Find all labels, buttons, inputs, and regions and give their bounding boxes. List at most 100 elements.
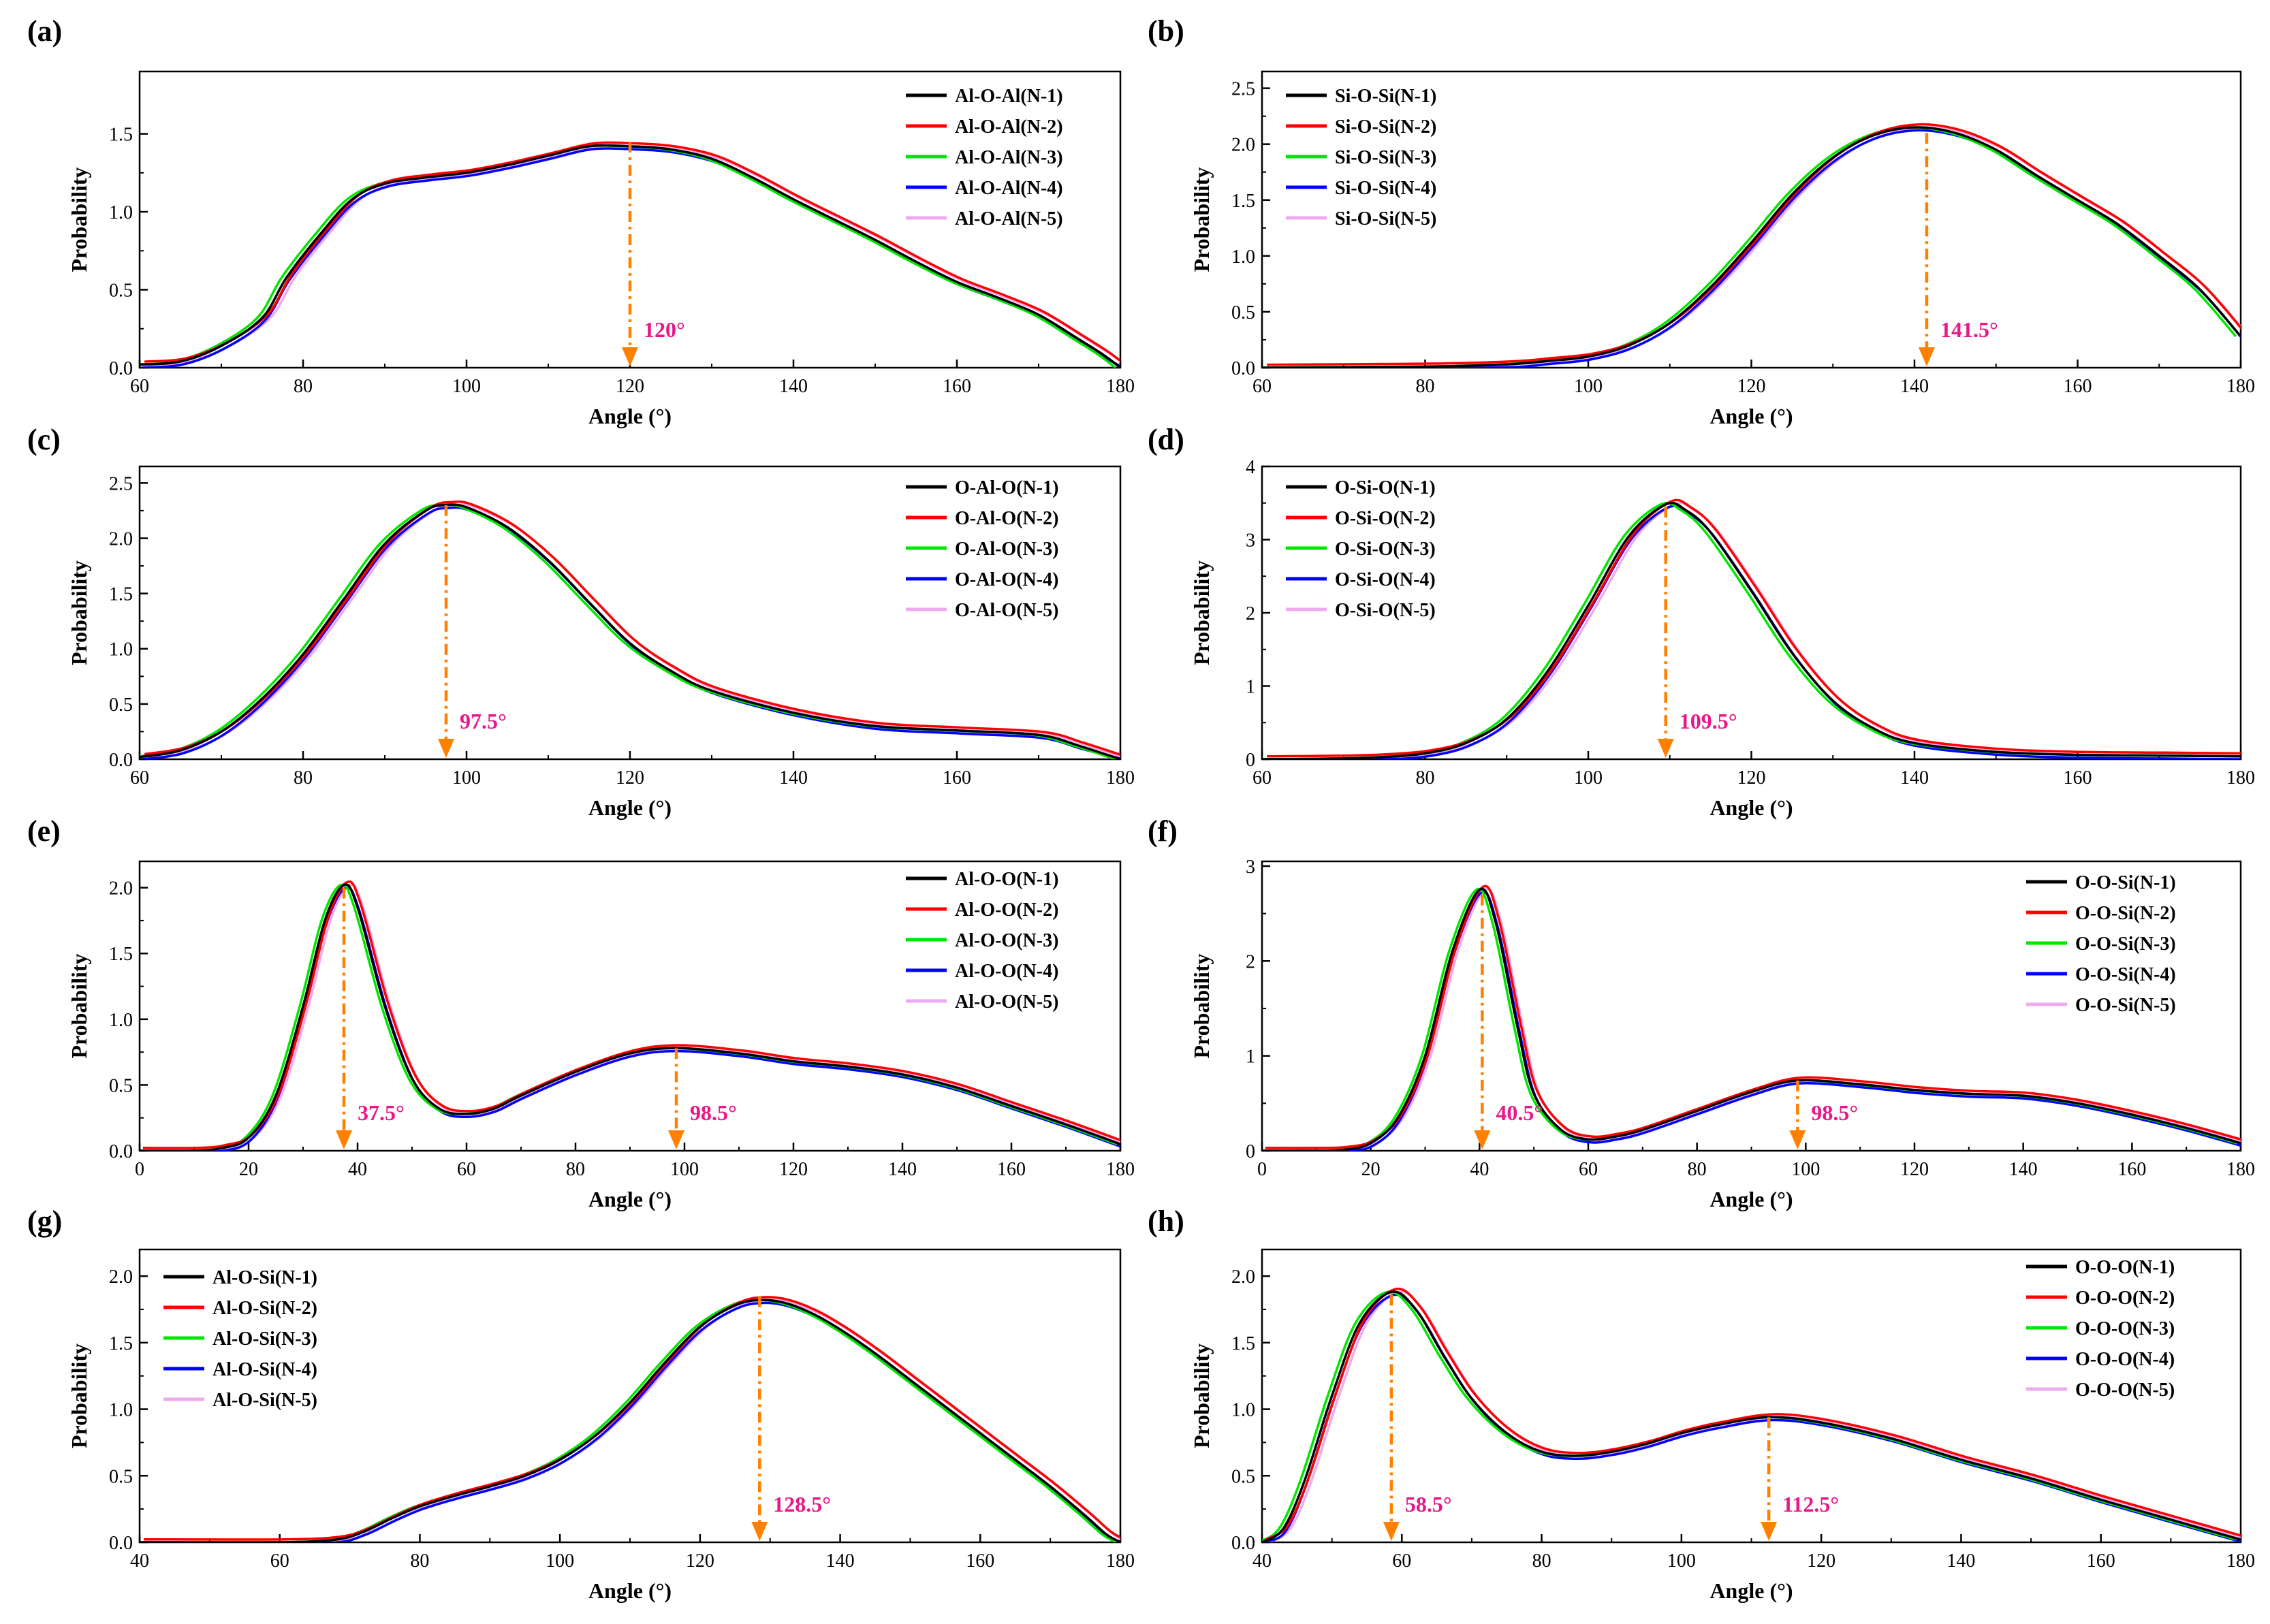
annotation-label: 141.5° xyxy=(1940,317,1998,342)
panel-label: (d) xyxy=(1148,423,1184,456)
y-tick-label: 0.0 xyxy=(109,358,133,379)
x-tick-label: 0 xyxy=(135,1159,144,1180)
legend-entry: O-Si-O(N-1) xyxy=(1335,477,1436,498)
x-tick-label: 120 xyxy=(1900,1159,1929,1180)
x-tick-label: 80 xyxy=(294,376,313,397)
x-tick-label: 20 xyxy=(1361,1159,1381,1180)
y-tick-label: 2.0 xyxy=(109,1267,133,1288)
legend-entry: O-Si-O(N-4) xyxy=(1335,569,1436,590)
legend-entry: Si-O-Si(N-5) xyxy=(1335,208,1436,229)
y-tick-label: 1.0 xyxy=(109,639,133,660)
panel-label: (b) xyxy=(1148,14,1184,48)
x-tick-label: 160 xyxy=(2064,767,2092,789)
x-tick-label: 20 xyxy=(239,1159,258,1180)
legend-entry: O-O-Si(N-4) xyxy=(2075,964,2176,985)
legend-entry: O-Si-O(N-3) xyxy=(1335,539,1436,560)
y-axis-title: Probability xyxy=(1189,1343,1214,1448)
annotation-label: 97.5° xyxy=(460,709,507,733)
annotation-label: 40.5° xyxy=(1496,1100,1543,1125)
legend-entry: Al-O-O(N-2) xyxy=(955,899,1058,921)
legend-entry: O-O-Si(N-3) xyxy=(2075,934,2176,955)
legend-entry: Si-O-Si(N-4) xyxy=(1335,178,1436,199)
series-line-n-4 xyxy=(1264,129,2241,368)
legend-entry: O-O-O(N-5) xyxy=(2075,1380,2175,1401)
y-tick-label: 2.0 xyxy=(1231,135,1255,156)
x-tick-label: 60 xyxy=(1392,1550,1411,1572)
x-tick-label: 80 xyxy=(294,767,313,789)
y-tick-label: 2 xyxy=(1246,951,1255,972)
y-axis-title: Probability xyxy=(67,167,91,272)
legend-entry: Al-O-O(N-1) xyxy=(955,869,1058,890)
y-tick-label: 2.0 xyxy=(1231,1267,1255,1288)
y-tick-label: 2.0 xyxy=(109,528,133,550)
x-tick-label: 180 xyxy=(2226,767,2255,789)
y-tick-label: 1 xyxy=(1246,1047,1255,1068)
y-tick-label: 1.5 xyxy=(1231,191,1255,212)
annotation-label: 98.5° xyxy=(1811,1100,1858,1125)
annotation-arrowhead xyxy=(1761,1522,1778,1541)
legend-entry: Al-O-Al(N-4) xyxy=(955,178,1063,199)
legend-entry: Al-O-Si(N-2) xyxy=(212,1298,317,1319)
y-tick-label: 2.5 xyxy=(109,473,133,494)
x-axis-title: Angle (°) xyxy=(1709,1578,1793,1603)
legend-entry: O-Al-O(N-3) xyxy=(955,539,1058,560)
y-tick-label: 0.5 xyxy=(1231,1466,1255,1487)
annotation-label: 128.5° xyxy=(773,1492,831,1516)
series-line-n-2 xyxy=(144,500,1120,757)
x-tick-label: 140 xyxy=(779,376,808,397)
panel-g: (g) 40 60 80 100 120 140 160 180 0.0 0.5 1.0 1.5 2.0 A… xyxy=(27,1205,1135,1603)
annotation-arrowhead xyxy=(336,1130,352,1149)
x-tick-label: 120 xyxy=(616,767,644,789)
series-line-n-1 xyxy=(1262,126,2241,368)
x-tick-label: 40 xyxy=(348,1159,367,1180)
y-tick-label: 1.0 xyxy=(1231,246,1255,268)
legend-entry: Al-O-O(N-4) xyxy=(955,961,1058,982)
x-axis-title: Angle (°) xyxy=(588,1187,672,1211)
panel-label: (g) xyxy=(27,1205,62,1238)
x-tick-label: 120 xyxy=(686,1550,714,1572)
y-tick-label: 0.5 xyxy=(109,695,133,716)
x-tick-label: 120 xyxy=(1737,376,1766,397)
y-tick-label: 1.5 xyxy=(109,1333,133,1354)
y-tick-label: 4 xyxy=(1246,457,1255,478)
x-tick-label: 80 xyxy=(1688,1159,1707,1180)
x-tick-label: 60 xyxy=(1252,376,1272,397)
series-line-n-4 xyxy=(1263,891,2241,1151)
x-tick-label: 160 xyxy=(2117,1159,2146,1180)
legend-entry: O-O-Si(N-5) xyxy=(2075,995,2176,1016)
series-line-n-2 xyxy=(142,880,1120,1149)
x-tick-label: 120 xyxy=(616,376,644,397)
x-tick-label: 140 xyxy=(1946,1550,1975,1572)
legend-entry: Si-O-Si(N-1) xyxy=(1335,86,1436,107)
x-tick-label: 180 xyxy=(1106,376,1135,397)
legend-entry: Al-O-Si(N-4) xyxy=(212,1359,317,1380)
x-tick-label: 100 xyxy=(546,1550,574,1572)
x-tick-label: 140 xyxy=(888,1159,917,1180)
x-tick-label: 140 xyxy=(2009,1159,2038,1180)
x-axis-title: Angle (°) xyxy=(1709,404,1793,428)
x-tick-label: 180 xyxy=(1106,1159,1135,1180)
annotation-arrowhead xyxy=(668,1130,684,1149)
x-tick-label: 100 xyxy=(1574,767,1603,789)
y-tick-label: 3 xyxy=(1246,857,1255,878)
x-tick-label: 100 xyxy=(1667,1550,1696,1572)
y-tick-label: 0.0 xyxy=(109,1141,133,1162)
x-tick-label: 160 xyxy=(2064,376,2092,397)
annotation-arrowhead xyxy=(751,1522,768,1541)
series-line-n-2 xyxy=(144,141,1120,363)
series-line-n-1 xyxy=(1262,1290,2241,1542)
x-tick-label: 40 xyxy=(1252,1550,1272,1572)
y-axis-title: Probability xyxy=(67,1343,91,1448)
y-axis-title: Probability xyxy=(1189,953,1214,1058)
x-tick-label: 160 xyxy=(966,1550,994,1572)
x-tick-label: 140 xyxy=(1900,376,1929,397)
y-tick-label: 0.0 xyxy=(1231,1533,1255,1554)
y-tick-label: 1 xyxy=(1246,677,1255,698)
x-tick-label: 60 xyxy=(130,376,149,397)
x-tick-label: 100 xyxy=(670,1159,699,1180)
legend-entry: O-O-O(N-4) xyxy=(2075,1349,2175,1370)
legend-entry: O-Si-O(N-5) xyxy=(1335,600,1436,621)
x-tick-label: 80 xyxy=(566,1159,585,1180)
y-tick-label: 0.5 xyxy=(109,281,133,302)
panel-label: (c) xyxy=(27,423,61,456)
